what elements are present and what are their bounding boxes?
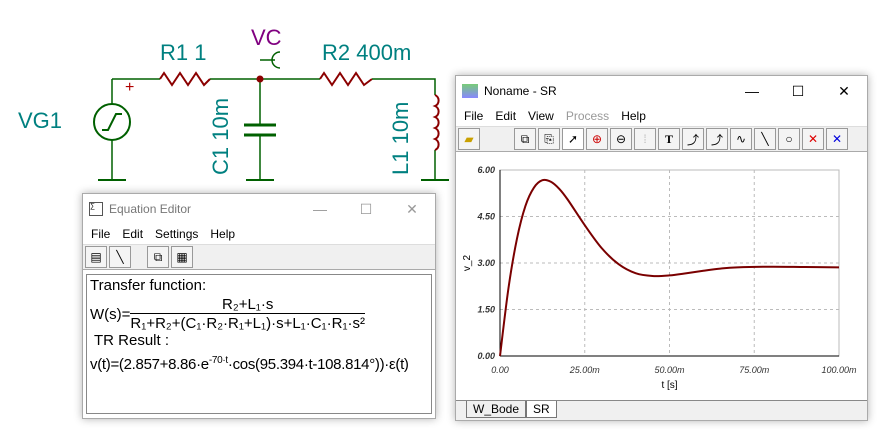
app-icon: ∑ [89,202,103,216]
result-exponent: -70·t [208,355,228,366]
label-r2: R2 400m [322,40,411,65]
grid-icon: ⁞ [634,128,656,150]
curve-label-icon[interactable]: ⤴ [682,128,704,150]
x-tick-label: 25.00m [569,365,601,375]
equation-editor-window: ∑ Equation Editor — ☐ ✕ File Edit Settin… [82,193,436,419]
sr-window: Noname - SR — ☐ ✕ File Edit View Process… [455,75,868,421]
transfer-label: Transfer function: [90,277,207,294]
curve-formula-icon[interactable]: ∿ [730,128,752,150]
label-vg1: VG1 [18,108,62,133]
resistor-r1 [159,71,211,87]
menu-settings[interactable]: Settings [155,227,199,241]
numerator: R₂+L₁·s [222,296,274,313]
y-axis-label: v_2 [462,255,473,272]
transient-chart: 0.00 25.00m 50.00m 75.00m 100.00m 0.00 1.50 3.0… [462,165,857,391]
menu-view[interactable]: View [528,109,554,123]
y-tick-label: 4.50 [476,212,495,222]
label-plus: + [125,79,134,96]
document-icon[interactable]: ▤ [85,246,107,268]
minimize-button[interactable]: — [745,83,759,99]
close-button[interactable]: ✕ [406,200,418,217]
maximize-button[interactable]: ☐ [791,82,805,99]
minimize-button[interactable]: — [313,201,327,217]
denominator: R₁+R₂+(C₁·R₂·R₁+L₁)·s+L₁·C₁·R₁·s² [130,313,366,332]
copy-icon[interactable]: ⧉ [147,246,169,268]
window-title: Noname - SR [484,84,557,98]
line-icon[interactable]: ╲ [754,128,776,150]
label-l1: L1 10m [388,102,413,175]
chart-app-icon [462,84,478,98]
window-title: Equation Editor [109,202,192,216]
pointer-icon[interactable]: ➚ [562,128,584,150]
calculator-icon[interactable]: ▦ [171,246,193,268]
x-tick-label: 0.00 [491,365,509,375]
equation-display: Transfer function: W(s)= R₂+L₁·s R₁+R₂+(… [86,274,432,414]
text-icon[interactable]: T [658,128,680,150]
label-c1: C1 10m [208,98,233,175]
voltage-source-vg1 [93,103,131,141]
open-folder-icon[interactable]: ▰ [458,128,480,150]
cursor-a-icon[interactable]: ✕ [802,128,824,150]
curve-query-icon[interactable]: ⤴ [706,128,728,150]
menu-help[interactable]: Help [210,227,236,241]
series-line [499,178,840,357]
y-tick-label: 0.00 [477,351,495,361]
cursor-b-icon[interactable]: ✕ [826,128,848,150]
x-tick-label: 100.00m [821,365,857,375]
close-button[interactable]: ✕ [838,82,850,99]
menu-process: Process [565,109,610,123]
x-tick-label: 75.00m [739,365,770,375]
menu-edit[interactable]: Edit [495,109,517,123]
y-tick-label: 1.50 [477,305,495,315]
menu-file[interactable]: File [91,227,111,241]
copy-icon[interactable]: ⧉ [514,128,536,150]
pen-icon[interactable]: ╲ [109,246,131,268]
resistor-r2 [319,71,373,87]
maximize-button[interactable]: ☐ [359,200,373,217]
tab-w-bode[interactable]: W_Bode [466,401,527,418]
menu-help[interactable]: Help [621,109,646,123]
menu-file[interactable]: File [464,109,484,123]
tab-sr[interactable]: SR [526,401,557,418]
result-suffix: ·cos(95.394·t-108.814°))·ε(t) [227,356,409,373]
zoom-in-icon[interactable]: ⊕ [586,128,608,150]
tr-result-label: TR Result : [94,332,170,349]
label-r1: R1 1 [160,40,206,65]
y-tick-label: 6.00 [477,165,495,175]
result-prefix: v(t)=(2.857+8.86·e [90,356,209,373]
menu-edit[interactable]: Edit [122,227,144,241]
circle-icon[interactable]: ○ [778,128,800,150]
w-prefix: W(s)= [90,305,131,323]
paste-icon[interactable]: ⎘ [538,128,560,150]
x-axis-label: t [s] [661,380,677,391]
inductor-l1 [432,94,440,151]
label-vc: VC [251,25,282,50]
zoom-100-icon[interactable]: ⊖ [610,128,632,150]
capacitor-c1 [244,123,276,137]
x-tick-label: 50.00m [654,365,685,375]
tab-bar: W_Bode SR [456,400,867,420]
y-tick-label: 3.00 [477,258,495,268]
